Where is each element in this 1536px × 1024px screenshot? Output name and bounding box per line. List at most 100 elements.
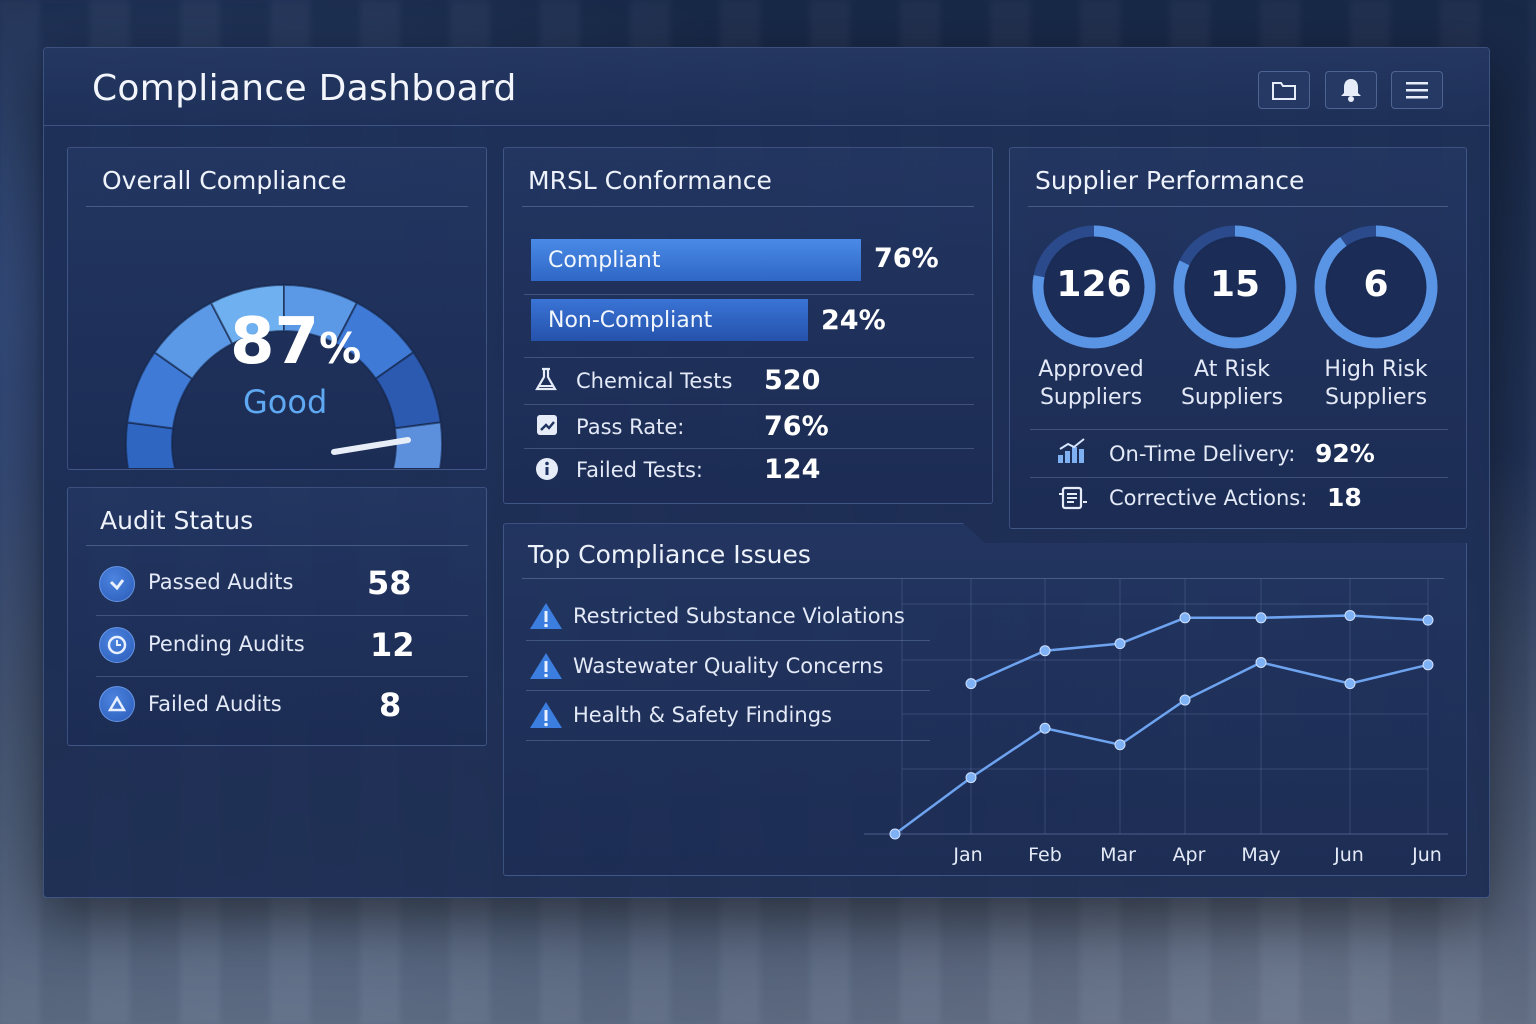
approved-suppliers-count: 126	[1056, 264, 1132, 305]
ring-center	[1328, 239, 1424, 335]
data-point	[1255, 612, 1267, 624]
data-point	[889, 828, 901, 840]
failed-audits-icon	[99, 686, 135, 722]
audit-row-value: 12	[370, 626, 415, 664]
mrsl-conformance-panel: MRSL Conformance Compliant 76% Non-Compl…	[503, 147, 993, 504]
series-line	[894, 661, 1429, 836]
stat-label: Failed Tests:	[576, 458, 703, 482]
audit-status-panel: Audit Status Passed Audits 58 Pending Au…	[67, 487, 487, 746]
compliant-bar: Compliant	[531, 239, 861, 281]
ring-center	[1187, 239, 1283, 335]
folder-icon	[1272, 82, 1296, 100]
x-tick-label: Apr	[1173, 844, 1206, 866]
high-risk-suppliers-count: 6	[1363, 264, 1389, 305]
x-tick-label: Jan	[952, 844, 982, 866]
checklist-icon	[1059, 486, 1087, 510]
stat-label: Pass Rate:	[576, 415, 685, 439]
x-tick-label: Mar	[1100, 844, 1136, 866]
divider	[522, 206, 974, 207]
gauge-segment	[125, 421, 176, 468]
divider	[522, 578, 1444, 579]
divider	[96, 615, 468, 616]
ring-label-line: At Risk	[1194, 357, 1270, 382]
warning-icon	[108, 696, 126, 712]
folder-button[interactable]	[1258, 71, 1310, 109]
x-tick-label: Feb	[1028, 844, 1062, 866]
data-point	[1255, 656, 1267, 668]
x-tick-label: May	[1241, 844, 1280, 866]
trend-icon	[537, 415, 557, 435]
divider	[1028, 206, 1448, 207]
compliance-issues-panel: Top Compliance Issues Restricted Substan…	[503, 523, 1467, 876]
data-point	[1179, 694, 1191, 706]
clock-icon	[107, 635, 127, 655]
divider	[526, 740, 930, 741]
data-point	[1344, 609, 1356, 621]
ring-center	[1046, 239, 1142, 335]
high-risk-suppliers-label: High Risk Suppliers	[1301, 356, 1451, 412]
flask-icon	[535, 367, 557, 391]
divider	[86, 206, 468, 207]
stat-value: 76%	[764, 411, 829, 442]
data-point	[1179, 612, 1191, 624]
supplier-rings	[1032, 225, 1438, 349]
compliant-bar-label: Compliant	[548, 247, 661, 273]
overall-percent: 87	[230, 305, 320, 379]
divider	[1030, 429, 1448, 430]
data-point	[1114, 638, 1126, 650]
metric-label: On-Time Delivery:	[1109, 442, 1296, 466]
overall-compliance-title: Overall Compliance	[102, 166, 347, 195]
warning-icon	[530, 603, 562, 629]
divider	[526, 690, 930, 691]
gauge-segment	[392, 421, 443, 468]
divider	[1030, 477, 1448, 478]
overall-compliance-panel: Overall Compliance 87% Good	[67, 147, 487, 470]
divider	[526, 640, 930, 641]
stat-value: 124	[764, 454, 821, 485]
ring-progress	[1032, 225, 1156, 349]
overall-status: Good	[243, 383, 328, 421]
header-bar: Compliance Dashboard	[44, 48, 1489, 126]
supplier-performance-panel: Supplier Performance 126 15 6 Approved Su…	[1009, 147, 1467, 529]
supplier-title: Supplier Performance	[1035, 166, 1305, 195]
menu-icon	[1406, 82, 1428, 99]
approved-suppliers-label: Approved Suppliers	[1016, 356, 1166, 412]
x-tick-label: Jun	[1411, 844, 1442, 866]
divider	[96, 676, 468, 677]
series-line	[970, 614, 1429, 685]
notifications-button[interactable]	[1325, 71, 1377, 109]
divider	[524, 404, 974, 405]
bar-chart-icon	[1058, 438, 1085, 463]
issue-item: Restricted Substance Violations	[573, 604, 905, 628]
issue-item: Health & Safety Findings	[573, 703, 832, 727]
warning-icon	[530, 653, 562, 679]
issue-item: Wastewater Quality Concerns	[573, 654, 884, 678]
overall-value: 87%	[230, 305, 361, 379]
compliance-gauge	[125, 283, 443, 468]
data-point	[1039, 722, 1051, 734]
metric-label: Corrective Actions:	[1109, 486, 1308, 510]
metric-value: 92%	[1315, 439, 1375, 468]
divider	[524, 294, 974, 295]
at-risk-suppliers-count: 15	[1209, 264, 1261, 305]
ring-progress	[1173, 225, 1297, 349]
dashboard-window: Compliance Dashboard Overall Compliance	[43, 47, 1490, 898]
data-point	[1344, 678, 1356, 690]
issues-title: Top Compliance Issues	[528, 540, 811, 569]
x-tick-label: Jun	[1333, 844, 1364, 866]
stat-value: 520	[764, 365, 821, 396]
audit-row-value: 58	[367, 564, 412, 602]
audit-row-label: Failed Audits	[148, 692, 282, 716]
compliance-trend-chart: JanFebMarAprMayJunJunCompliance RateNon-…	[864, 579, 1448, 866]
ring-label-line: High Risk	[1324, 357, 1428, 382]
non-compliant-bar-label: Non-Compliant	[548, 307, 713, 333]
divider	[524, 448, 974, 449]
ring-label-line: Approved	[1038, 357, 1144, 382]
data-point	[1422, 614, 1434, 626]
metric-value: 18	[1327, 483, 1362, 512]
ring-label-line: Suppliers	[1180, 385, 1284, 410]
warning-icon	[530, 702, 562, 728]
audit-status-title: Audit Status	[100, 506, 254, 535]
passed-audits-icon	[99, 566, 135, 602]
menu-button[interactable]	[1391, 71, 1443, 109]
